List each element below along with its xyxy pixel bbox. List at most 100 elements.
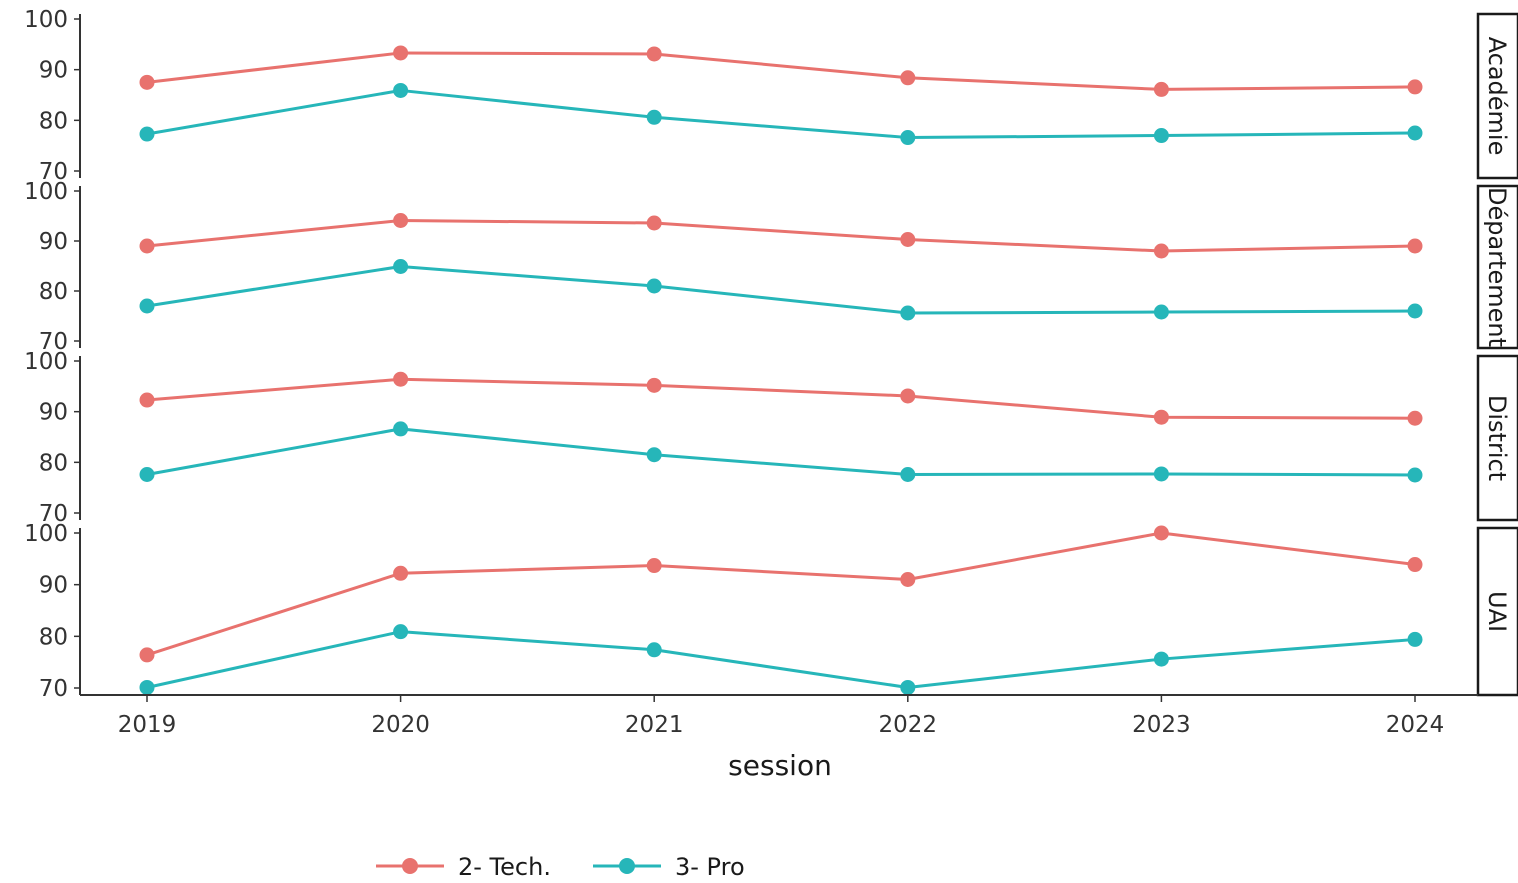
facet-strip-label: District (1483, 395, 1511, 481)
legend-label: 3- Pro (675, 853, 745, 881)
legend-item-3-pro: 3- Pro (593, 853, 745, 881)
data-point (1153, 466, 1169, 482)
data-point (139, 679, 155, 695)
data-point (1407, 410, 1423, 426)
y-tick-label: 100 (24, 521, 68, 547)
data-point (139, 466, 155, 482)
series-3-pro (139, 82, 1423, 146)
series-line (146, 265, 1416, 315)
series-3-pro (139, 421, 1423, 483)
x-tick-label: 2022 (879, 712, 938, 738)
series-line (146, 377, 1416, 420)
data-point (900, 232, 916, 247)
facet-panel-district: 70 80 90 100 District (24, 349, 1518, 527)
facet-strip-label: UAI (1483, 591, 1511, 632)
legend-item-2-tech: 2- Tech. (376, 853, 551, 881)
data-point (900, 679, 916, 695)
series-line (146, 51, 1416, 91)
facet-strip-box (1476, 354, 1518, 522)
data-point (1153, 128, 1169, 144)
data-point (1407, 79, 1423, 95)
facet-strip-departement: Département (1476, 184, 1518, 350)
data-point (900, 572, 916, 587)
facet-strip-box (1476, 526, 1518, 697)
y-tick-label: 70 (39, 159, 68, 185)
data-point (139, 126, 155, 142)
facet-panel-uai: 70 80 90 100 UAI (24, 521, 1518, 702)
data-point (646, 278, 662, 294)
y-tick-label: 80 (39, 279, 68, 305)
x-tick-label: 2024 (1386, 712, 1445, 738)
data-point (139, 74, 155, 90)
facet-panel-departement: 70 80 90 100 Département (24, 179, 1518, 355)
y-tick-label: 90 (39, 58, 68, 84)
series-3-pro (139, 259, 1423, 321)
data-point (1407, 125, 1423, 141)
data-point (900, 305, 916, 321)
data-point (1407, 467, 1423, 483)
y-tick-label: 90 (39, 573, 68, 599)
data-point (900, 466, 916, 482)
data-point (139, 647, 155, 663)
series-2-tech (139, 371, 1423, 426)
data-point (393, 259, 409, 274)
facet-strip-district: District (1476, 354, 1518, 522)
data-point (1407, 631, 1423, 647)
data-point (139, 238, 155, 254)
series-2-tech (139, 45, 1423, 97)
y-tick-label: 80 (39, 624, 68, 650)
data-point (900, 70, 916, 86)
facet-strip-box (1476, 12, 1518, 180)
y-tick-label: 100 (24, 7, 68, 33)
series-line (146, 630, 1416, 689)
facet-panel-academie: 70 80 90 100 Académie (24, 7, 1518, 185)
y-tick-label: 70 (39, 329, 68, 355)
data-point (900, 130, 916, 146)
data-point (393, 45, 409, 61)
y-tick-label: 90 (39, 400, 68, 426)
x-tick-label: 2021 (625, 712, 684, 738)
y-tick-label: 80 (39, 450, 68, 476)
x-axis-title: session (728, 749, 832, 782)
data-point (1153, 304, 1169, 320)
data-point (1153, 243, 1169, 259)
facet-strip-academie: Académie (1476, 12, 1518, 180)
data-point (139, 392, 155, 408)
data-point (393, 565, 409, 581)
x-axis: 2019 2020 2021 2022 2023 2024 (80, 694, 1478, 738)
facet-strip-label: Académie (1483, 37, 1511, 156)
y-tick-label: 100 (24, 179, 68, 205)
y-tick-label: 100 (24, 349, 68, 375)
data-point (646, 558, 662, 574)
data-point (1153, 525, 1169, 541)
facet-strip-box (1476, 184, 1518, 350)
data-point (646, 46, 662, 62)
series-2-tech (139, 213, 1423, 259)
series-3-pro (139, 624, 1423, 695)
data-point (1153, 409, 1169, 425)
series-line (146, 88, 1416, 140)
data-point (1407, 557, 1423, 573)
data-point (393, 213, 409, 228)
legend-label: 2- Tech. (458, 853, 551, 881)
data-point (1153, 651, 1169, 667)
series-line (146, 531, 1416, 657)
data-point (900, 388, 916, 404)
legend: 2- Tech. 3- Pro (376, 853, 745, 881)
series-line (146, 427, 1416, 477)
data-point (139, 298, 155, 314)
data-point (1407, 238, 1423, 254)
data-point (393, 82, 409, 98)
data-point (1407, 303, 1423, 319)
data-point (646, 642, 662, 658)
series-line (146, 219, 1416, 253)
x-tick-label: 2023 (1132, 712, 1191, 738)
data-point (646, 447, 662, 463)
data-point (393, 371, 409, 387)
facet-strip-uai: UAI (1476, 526, 1518, 697)
x-tick-label: 2020 (371, 712, 430, 738)
data-point (393, 421, 409, 437)
y-tick-label: 70 (39, 501, 68, 527)
data-point (393, 624, 409, 640)
data-point (646, 215, 662, 231)
